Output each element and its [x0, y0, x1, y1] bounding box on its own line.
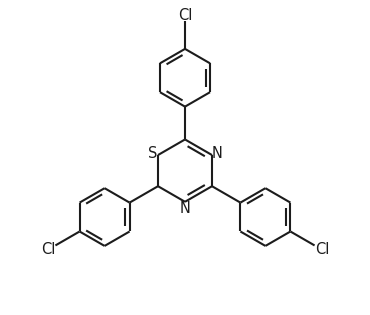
Text: N: N — [212, 146, 222, 161]
Text: N: N — [179, 201, 191, 216]
Text: Cl: Cl — [178, 9, 192, 23]
Text: S: S — [148, 146, 158, 161]
Text: Cl: Cl — [315, 242, 329, 257]
Text: Cl: Cl — [41, 242, 55, 257]
